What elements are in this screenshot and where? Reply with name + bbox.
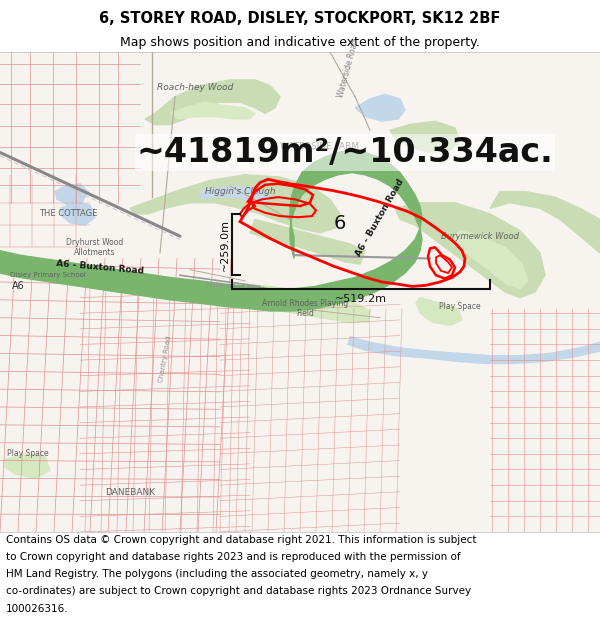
Text: Roach-hey Wood: Roach-hey Wood (157, 83, 233, 92)
Polygon shape (5, 454, 50, 478)
Polygon shape (395, 202, 545, 298)
Text: ~259.0m: ~259.0m (220, 219, 230, 271)
Polygon shape (250, 219, 365, 264)
Text: Contains OS data © Crown copyright and database right 2021. This information is : Contains OS data © Crown copyright and d… (6, 535, 476, 545)
Polygon shape (0, 150, 422, 311)
Polygon shape (240, 284, 370, 322)
Polygon shape (355, 94, 405, 121)
Text: Disley Primary School: Disley Primary School (10, 272, 86, 278)
Polygon shape (450, 231, 528, 289)
Text: WATERSIDE FARM: WATERSIDE FARM (280, 142, 359, 151)
Text: 6: 6 (334, 214, 346, 233)
Polygon shape (200, 186, 270, 202)
Text: Play Space: Play Space (7, 449, 49, 458)
Text: Play Space: Play Space (439, 302, 481, 311)
Polygon shape (60, 202, 95, 225)
Polygon shape (416, 298, 462, 326)
Polygon shape (55, 184, 88, 205)
Text: A6: A6 (12, 281, 25, 291)
Text: 100026316.: 100026316. (6, 604, 68, 614)
Polygon shape (490, 191, 600, 253)
Text: Hollinwood Road: Hollinwood Road (206, 281, 264, 292)
Text: ~41819m²/~10.334ac.: ~41819m²/~10.334ac. (137, 136, 553, 169)
Polygon shape (145, 80, 280, 124)
Polygon shape (170, 102, 255, 119)
Text: Map shows position and indicative extent of the property.: Map shows position and indicative extent… (120, 36, 480, 49)
Text: THE COTTAGE: THE COTTAGE (39, 209, 97, 218)
Text: 6, STOREY ROAD, DISLEY, STOCKPORT, SK12 2BF: 6, STOREY ROAD, DISLEY, STOCKPORT, SK12 … (100, 11, 500, 26)
Text: A6 - Buxton Road: A6 - Buxton Road (56, 259, 144, 276)
Text: HM Land Registry. The polygons (including the associated geometry, namely x, y: HM Land Registry. The polygons (includin… (6, 569, 428, 579)
Text: Chantry Road: Chantry Road (158, 335, 172, 382)
Text: Higgin's Clough: Higgin's Clough (205, 187, 275, 196)
Text: ~519.2m: ~519.2m (335, 294, 387, 304)
Text: Burymewick Wood: Burymewick Wood (441, 232, 519, 241)
Text: Waterside Road: Waterside Road (336, 39, 360, 99)
Text: to Crown copyright and database rights 2023 and is reproduced with the permissio: to Crown copyright and database rights 2… (6, 552, 461, 562)
Text: co-ordinates) are subject to Crown copyright and database rights 2023 Ordnance S: co-ordinates) are subject to Crown copyr… (6, 586, 471, 596)
Polygon shape (348, 337, 600, 364)
Text: Arnold Rhodes Playing
Field: Arnold Rhodes Playing Field (262, 299, 348, 319)
Text: Dryhurst Wood
Allotments: Dryhurst Wood Allotments (67, 238, 124, 257)
Polygon shape (390, 121, 460, 152)
Text: DANEBANK: DANEBANK (105, 488, 155, 498)
Polygon shape (130, 175, 340, 233)
Text: A6 - Buxton Road: A6 - Buxton Road (354, 177, 406, 258)
